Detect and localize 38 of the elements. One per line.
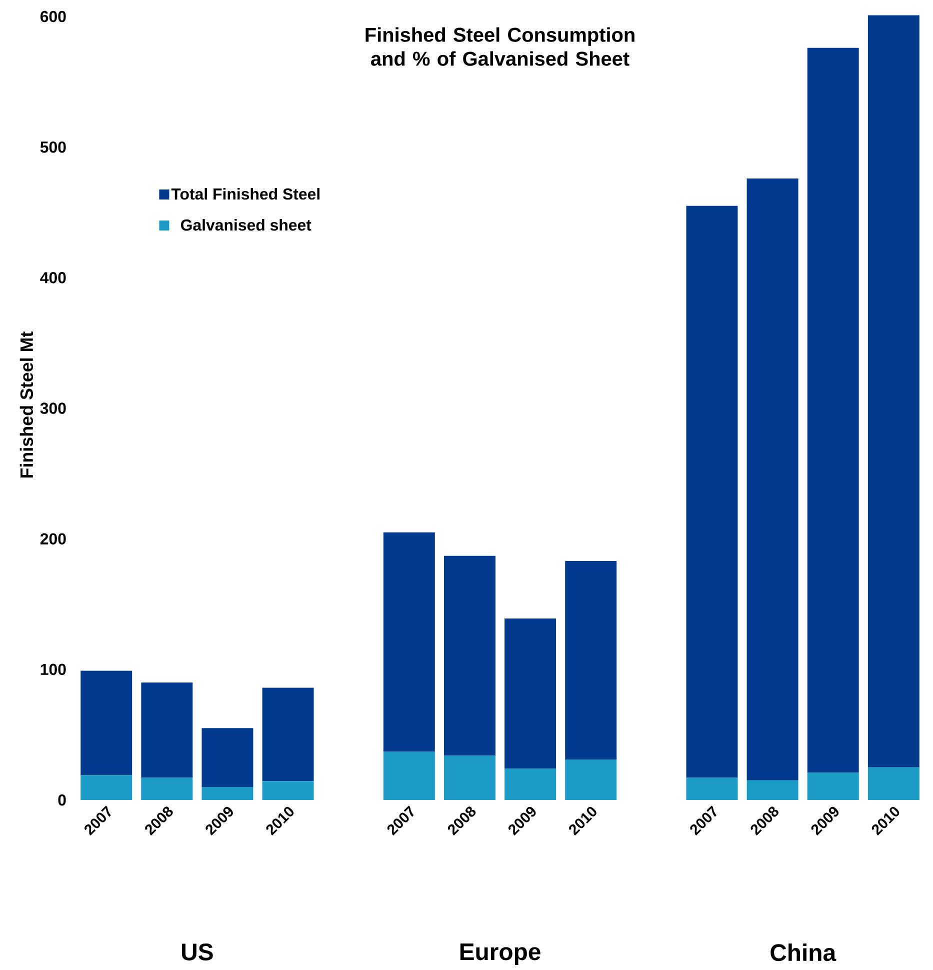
- bar: [807, 772, 859, 800]
- text: Finished Steel Consumption and % of Galvanised Sheet: [366, 27, 634, 66]
- y-tick-label: 600: [40, 10, 66, 22]
- bar: [868, 767, 920, 800]
- bar: [80, 775, 132, 800]
- bar: [504, 618, 556, 769]
- bar: [686, 206, 738, 778]
- text: Europe: [460, 944, 540, 965]
- bar: [444, 756, 496, 800]
- legend-label: Total Finished Steel: [171, 188, 320, 200]
- text: US: [182, 944, 213, 960]
- bar: [746, 178, 798, 780]
- legend-label: Galvanised sheet: [180, 219, 312, 231]
- bar: [444, 556, 496, 756]
- bar: [383, 532, 435, 752]
- bar: [262, 781, 314, 800]
- bar: [686, 778, 738, 800]
- bar: [202, 728, 254, 787]
- y-tick-label: 100: [40, 664, 66, 676]
- bar: [504, 768, 556, 800]
- bar: [262, 688, 314, 782]
- y-axis-title: Finished Steel Mt: [20, 331, 34, 478]
- bar: [202, 786, 254, 800]
- text: China: [770, 944, 836, 962]
- bar: [746, 780, 798, 800]
- bar: [565, 760, 617, 800]
- bar: [383, 752, 435, 800]
- y-tick-label: 200: [40, 533, 66, 544]
- y-tick-label: 400: [40, 272, 66, 284]
- bar: [141, 778, 193, 800]
- y-tick-label: 0: [58, 794, 66, 806]
- y-tick-label: 500: [40, 141, 66, 153]
- bar: [565, 561, 617, 760]
- bar: [80, 670, 132, 776]
- bar: [807, 48, 859, 773]
- bar: [868, 15, 920, 768]
- bar: [141, 682, 193, 778]
- y-tick-label: 300: [40, 402, 66, 414]
